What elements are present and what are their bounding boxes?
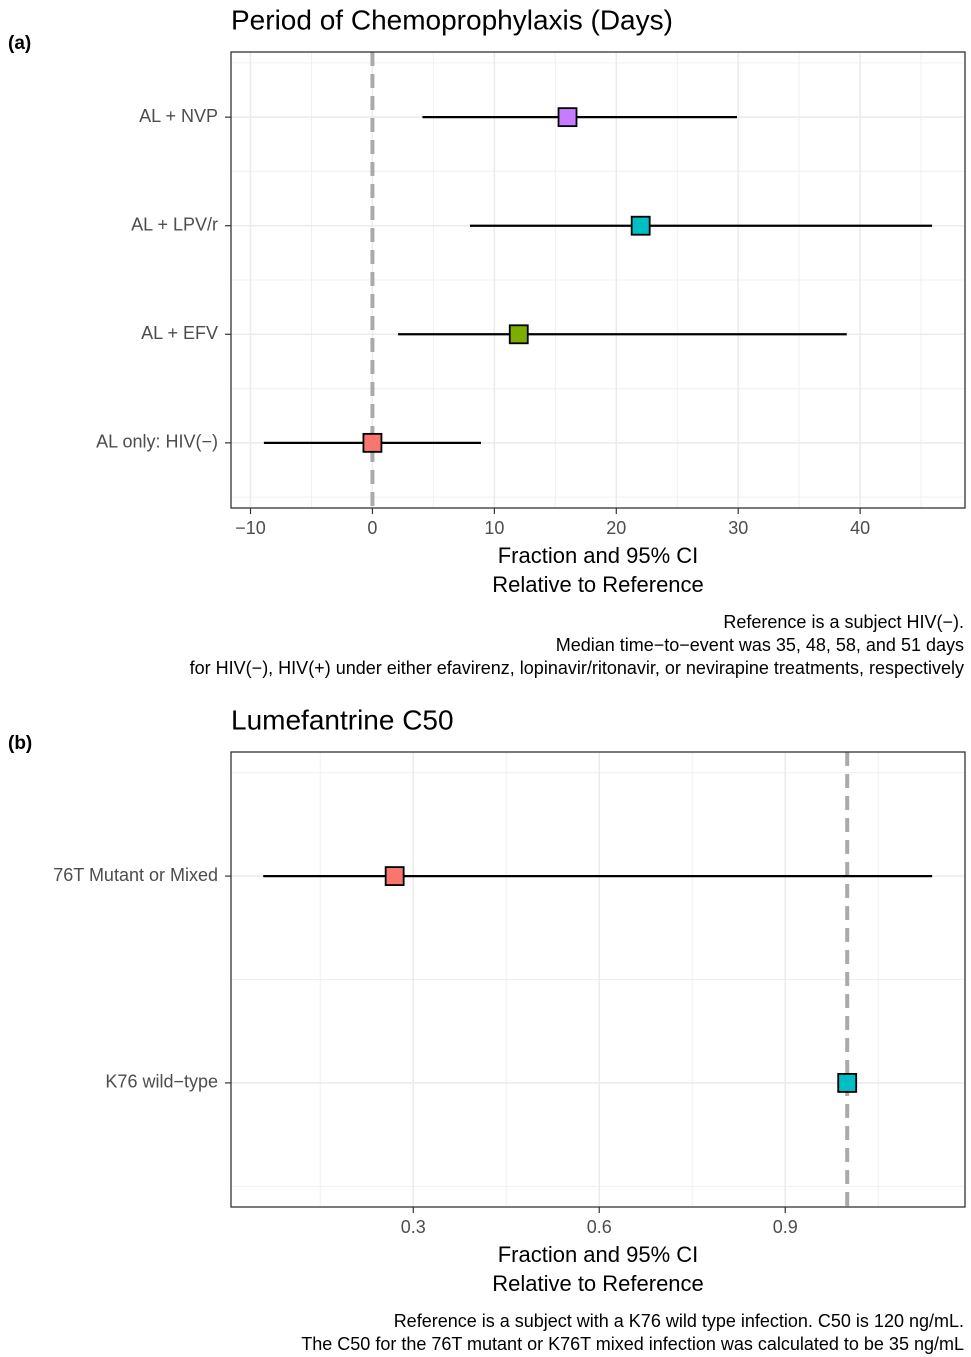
caption: Reference is a subject HIV(−). bbox=[723, 612, 964, 632]
y-tick-label: AL only: HIV(−) bbox=[96, 432, 218, 452]
point-estimate bbox=[362, 432, 383, 453]
x-tick-label: 20 bbox=[606, 518, 626, 538]
caption: Reference is a subject with a K76 wild t… bbox=[394, 1311, 964, 1331]
x-axis-label: Relative to Reference bbox=[492, 572, 704, 597]
caption: The C50 for the 76T mutant or K76T mixed… bbox=[301, 1334, 964, 1354]
panel-label: (a) bbox=[8, 33, 31, 54]
point-estimate bbox=[630, 215, 651, 236]
x-tick-label: 0 bbox=[367, 518, 377, 538]
chart-title: Period of Chemoprophylaxis (Days) bbox=[231, 4, 673, 35]
panel-label: (b) bbox=[8, 733, 32, 754]
y-tick-label: 76T Mutant or Mixed bbox=[53, 865, 218, 885]
x-tick-label: −10 bbox=[235, 518, 266, 538]
x-tick-label: 30 bbox=[728, 518, 748, 538]
y-tick-label: AL + NVP bbox=[139, 106, 218, 126]
x-tick-label: 0.3 bbox=[401, 1217, 426, 1237]
y-tick-label: AL + LPV/r bbox=[131, 214, 218, 234]
x-tick-label: 0.6 bbox=[587, 1217, 612, 1237]
x-axis-label: Relative to Reference bbox=[492, 1271, 704, 1296]
point-estimate bbox=[837, 1073, 858, 1093]
point-estimate bbox=[384, 866, 405, 886]
caption: for HIV(−), HIV(+) under either efaviren… bbox=[190, 658, 964, 678]
y-tick-label: AL + EFV bbox=[141, 323, 218, 343]
plot-border bbox=[230, 51, 966, 509]
x-axis-label: Fraction and 95% CI bbox=[498, 1242, 699, 1267]
point-estimate bbox=[508, 324, 529, 345]
x-tick-label: 40 bbox=[850, 518, 870, 538]
chart-title: Lumefantrine C50 bbox=[231, 704, 454, 735]
x-tick-label: 0.9 bbox=[773, 1217, 798, 1237]
plot-border bbox=[230, 751, 966, 1208]
caption: Median time−to−event was 35, 48, 58, and… bbox=[556, 635, 964, 655]
x-tick-label: 10 bbox=[484, 518, 504, 538]
y-tick-label: K76 wild−type bbox=[105, 1072, 218, 1092]
point-estimate bbox=[557, 107, 578, 128]
x-axis-label: Fraction and 95% CI bbox=[498, 543, 699, 568]
